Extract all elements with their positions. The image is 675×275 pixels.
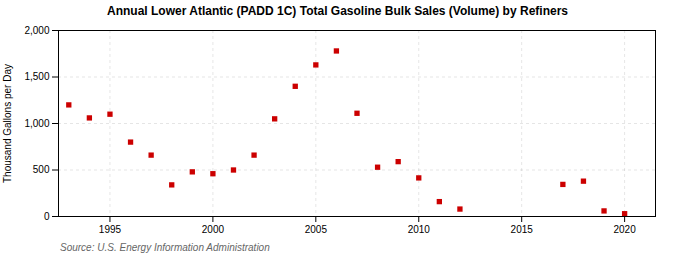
svg-text:2010: 2010 <box>408 224 431 235</box>
svg-text:1,500: 1,500 <box>24 71 49 82</box>
svg-text:2000: 2000 <box>202 224 225 235</box>
svg-text:2020: 2020 <box>613 224 636 235</box>
svg-text:500: 500 <box>33 164 50 175</box>
svg-text:2015: 2015 <box>511 224 534 235</box>
svg-text:2,000: 2,000 <box>24 25 49 36</box>
svg-text:1,000: 1,000 <box>24 118 49 129</box>
svg-text:Thousand Gallons per Day: Thousand Gallons per Day <box>2 64 13 183</box>
svg-text:2005: 2005 <box>305 224 328 235</box>
html-text:Source: U.S. Energy Informatio: Source: U.S. Energy Information Administ… <box>60 242 270 253</box>
svg-text:0: 0 <box>44 211 50 222</box>
svg-text:1995: 1995 <box>99 224 122 235</box>
html-text:Annual Lower Atlantic (PADD 1C: Annual Lower Atlantic (PADD 1C) Total Ga… <box>107 4 568 18</box>
